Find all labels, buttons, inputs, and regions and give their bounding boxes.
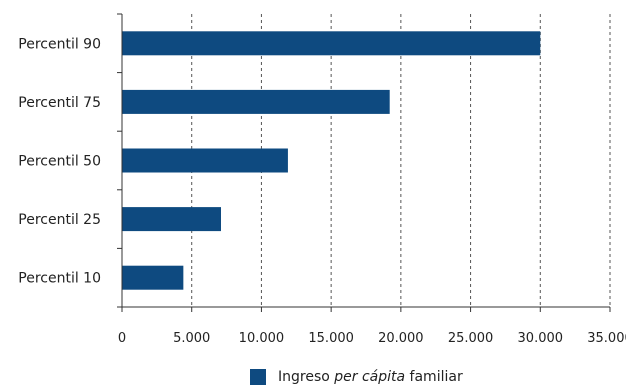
x-tick-label: 20.000 bbox=[378, 331, 424, 346]
legend-label-prefix: Ingreso bbox=[278, 369, 335, 385]
x-tick-label: 30.000 bbox=[518, 331, 564, 346]
category-label: Percentil 10 bbox=[18, 271, 101, 287]
bar bbox=[122, 31, 541, 56]
axes bbox=[117, 13, 611, 312]
category-label: Percentil 75 bbox=[18, 95, 101, 111]
bar bbox=[122, 89, 390, 114]
bar bbox=[122, 148, 288, 173]
x-tick-label: 15.000 bbox=[308, 331, 354, 346]
legend-swatch bbox=[250, 369, 266, 385]
x-tick-label: 10.000 bbox=[239, 331, 285, 346]
bar bbox=[122, 265, 184, 290]
legend-label-italic: per cápita bbox=[334, 369, 406, 385]
category-label: Percentil 50 bbox=[18, 154, 101, 170]
x-tick-label: 35.000 bbox=[587, 331, 626, 346]
category-labels: Percentil 90 Percentil 75 Percentil 50 Perc… bbox=[18, 36, 101, 286]
x-tick-labels: 0 5.000 10.000 15.000 20.000 25.000 30.000 35.0… bbox=[118, 331, 626, 346]
legend: Ingreso per cápita familiar bbox=[250, 367, 463, 387]
bar bbox=[122, 207, 221, 232]
legend-label: Ingreso per cápita familiar bbox=[278, 369, 463, 385]
bars bbox=[122, 31, 541, 290]
x-tick-label: 5.000 bbox=[173, 331, 210, 346]
legend-label-suffix: familiar bbox=[405, 369, 463, 385]
category-label: Percentil 25 bbox=[18, 212, 101, 228]
x-tick-label: 25.000 bbox=[448, 331, 494, 346]
x-tick-label: 0 bbox=[118, 331, 126, 346]
category-label: Percentil 90 bbox=[18, 36, 101, 52]
